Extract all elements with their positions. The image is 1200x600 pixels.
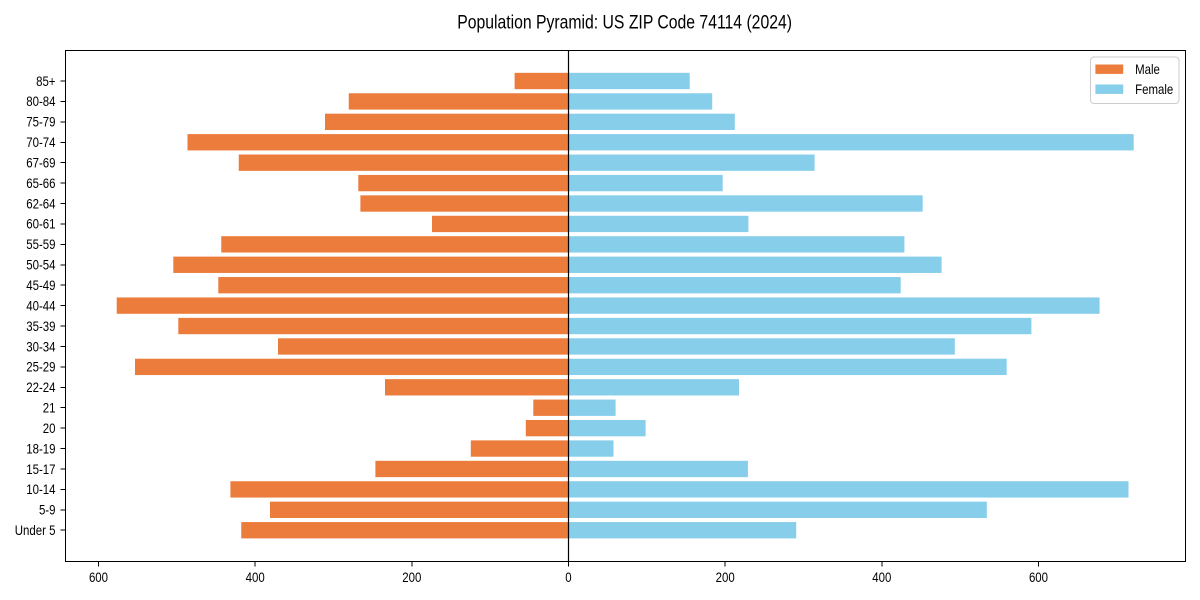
svg-text:600: 600 [89, 570, 108, 585]
svg-text:5-9: 5-9 [39, 503, 56, 518]
svg-text:15-17: 15-17 [26, 462, 55, 477]
svg-text:60-61: 60-61 [26, 217, 55, 232]
svg-text:40-44: 40-44 [26, 298, 55, 313]
svg-text:67-69: 67-69 [26, 156, 55, 171]
svg-text:10-14: 10-14 [26, 482, 55, 497]
svg-text:65-66: 65-66 [26, 176, 55, 191]
svg-text:Under 5: Under 5 [15, 523, 56, 538]
svg-text:80-84: 80-84 [26, 94, 55, 109]
svg-text:30-34: 30-34 [26, 339, 55, 354]
svg-text:45-49: 45-49 [26, 278, 55, 293]
svg-text:18-19: 18-19 [26, 441, 55, 456]
svg-text:55-59: 55-59 [26, 237, 55, 252]
svg-text:200: 200 [716, 570, 735, 585]
svg-text:400: 400 [872, 570, 891, 585]
svg-text:Population Pyramid: US ZIP Cod: Population Pyramid: US ZIP Code 74114 (2… [457, 11, 792, 33]
svg-text:600: 600 [1029, 570, 1048, 585]
svg-text:50-54: 50-54 [26, 258, 55, 273]
svg-text:Female: Female [1135, 82, 1173, 97]
svg-text:21: 21 [43, 401, 56, 416]
svg-text:200: 200 [402, 570, 421, 585]
svg-text:25-29: 25-29 [26, 360, 55, 375]
svg-text:75-79: 75-79 [26, 115, 55, 130]
svg-text:Male: Male [1135, 62, 1160, 77]
svg-text:0: 0 [565, 570, 571, 585]
svg-text:35-39: 35-39 [26, 319, 55, 334]
svg-text:85+: 85+ [36, 74, 55, 89]
svg-text:20: 20 [43, 421, 56, 436]
svg-text:22-24: 22-24 [26, 380, 55, 395]
svg-text:70-74: 70-74 [26, 135, 55, 150]
svg-text:62-64: 62-64 [26, 196, 55, 211]
svg-text:400: 400 [246, 570, 265, 585]
